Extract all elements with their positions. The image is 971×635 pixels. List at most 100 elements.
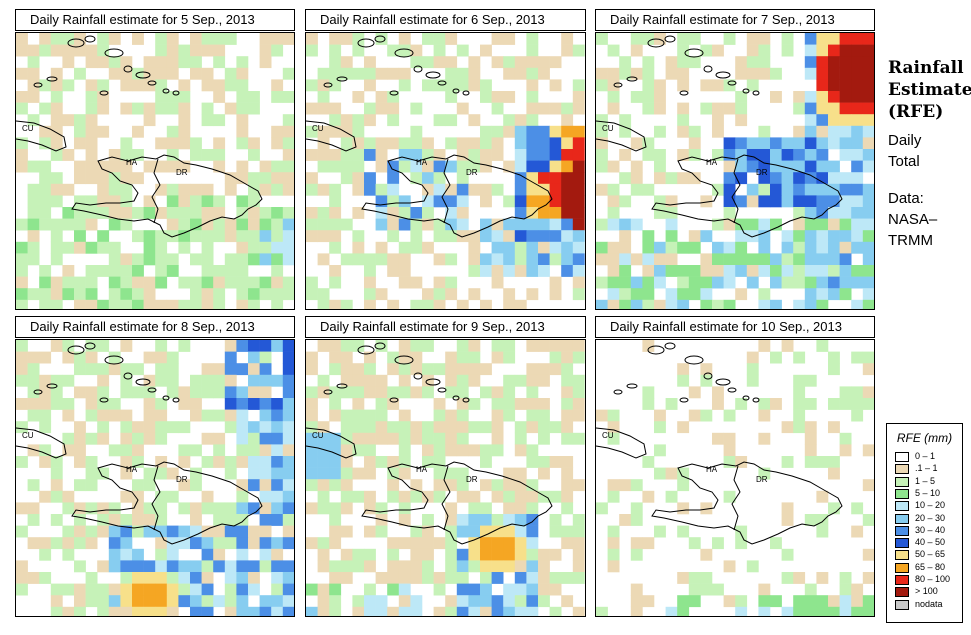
rainfall-cell bbox=[445, 56, 458, 69]
rainfall-cell bbox=[572, 374, 585, 387]
rainfall-cell bbox=[816, 490, 829, 503]
rainfall-cell bbox=[700, 299, 713, 309]
rainfall-cell bbox=[862, 514, 874, 526]
rainfall-map-sep10[interactable]: CU HA DR bbox=[595, 339, 875, 617]
rainfall-cell bbox=[340, 560, 353, 573]
rainfall-cell bbox=[190, 537, 202, 550]
rainfall-map-sep9[interactable]: CU HA DR bbox=[305, 339, 586, 617]
rainfall-cell bbox=[758, 241, 771, 254]
rainfall-cell bbox=[456, 479, 469, 492]
rainfall-cell bbox=[561, 125, 574, 138]
rainfall-cell bbox=[50, 299, 63, 309]
rainfall-cell bbox=[526, 125, 539, 138]
country-label-dominican-republic: DR bbox=[756, 168, 768, 177]
rainfall-cell bbox=[804, 265, 817, 277]
rainfall-map-sep8[interactable]: CU HA DR bbox=[15, 339, 295, 617]
rainfall-cell bbox=[120, 137, 133, 150]
rainfall-cell bbox=[514, 56, 527, 69]
rainfall-cell bbox=[607, 421, 620, 434]
rainfall-cell bbox=[862, 444, 874, 457]
rainfall-cell bbox=[120, 514, 133, 526]
rainfall-cell bbox=[364, 456, 376, 468]
rainfall-cell bbox=[630, 137, 643, 150]
rainfall-cell bbox=[700, 583, 713, 596]
rainfall-cell bbox=[793, 149, 806, 161]
rainfall-cell bbox=[224, 79, 237, 92]
rainfall-cell bbox=[271, 288, 284, 301]
rainfall-cell bbox=[16, 363, 28, 376]
small-island bbox=[123, 65, 133, 73]
rainfall-cell bbox=[468, 490, 481, 503]
rainfall-cell bbox=[619, 172, 632, 185]
rainfall-cell bbox=[468, 253, 481, 266]
small-island bbox=[437, 387, 447, 393]
rainfall-cell bbox=[781, 340, 794, 352]
rainfall-cell bbox=[398, 207, 411, 219]
rainfall-cell bbox=[538, 241, 550, 254]
rainfall-cell bbox=[213, 160, 226, 173]
rainfall-cell bbox=[201, 572, 214, 584]
small-island bbox=[703, 372, 713, 380]
rainfall-map-sep6[interactable]: CU HA DR bbox=[305, 32, 586, 310]
rainfall-cell bbox=[317, 340, 330, 352]
rainfall-cell bbox=[155, 230, 168, 243]
rainfall-cell bbox=[85, 44, 98, 57]
rainfall-cell bbox=[468, 67, 481, 80]
rainfall-cell bbox=[828, 230, 840, 243]
rainfall-cell bbox=[282, 33, 294, 45]
rainfall-cell bbox=[526, 288, 539, 301]
rainfall-cell bbox=[39, 137, 52, 150]
rainfall-cell bbox=[132, 583, 144, 596]
rainfall-cell bbox=[468, 137, 481, 150]
rainfall-cell bbox=[433, 160, 446, 173]
rainfall-cell bbox=[422, 160, 434, 173]
rainfall-cell bbox=[39, 456, 52, 468]
rainfall-cell bbox=[456, 398, 469, 410]
rainfall-cell bbox=[375, 606, 388, 616]
rainfall-cell bbox=[16, 149, 28, 161]
rainfall-cell bbox=[538, 572, 550, 584]
rainfall-cell bbox=[352, 386, 365, 399]
rainfall-cell bbox=[259, 421, 272, 434]
rainfall-cell bbox=[352, 432, 365, 445]
rainfall-cell bbox=[352, 398, 365, 410]
rainfall-cell bbox=[480, 595, 492, 608]
rainfall-map-sep5[interactable]: CU HA DR bbox=[15, 32, 295, 310]
rainfall-cell bbox=[851, 595, 864, 608]
rainfall-cell bbox=[572, 91, 585, 103]
rainfall-cell bbox=[480, 444, 492, 457]
rainfall-cell bbox=[456, 183, 469, 196]
rainfall-cell bbox=[746, 44, 759, 57]
rainfall-map-sep7[interactable]: CU HA DR bbox=[595, 32, 875, 310]
rainfall-cell bbox=[16, 560, 28, 573]
rainfall-cell bbox=[793, 606, 806, 616]
rainfall-cell bbox=[190, 137, 202, 150]
rainfall-cell bbox=[375, 67, 388, 80]
rainfall-cell bbox=[166, 572, 179, 584]
rainfall-cell bbox=[166, 595, 179, 608]
rainfall-cell bbox=[514, 572, 527, 584]
rainfall-cell bbox=[572, 149, 585, 161]
rainfall-cell bbox=[723, 160, 736, 173]
rainfall-cell bbox=[213, 409, 226, 422]
rainfall-cell bbox=[62, 265, 75, 277]
rainfall-cell bbox=[851, 398, 864, 410]
rainfall-cell bbox=[178, 79, 191, 92]
rainfall-cell bbox=[27, 502, 40, 515]
rainfall-cell bbox=[862, 160, 874, 173]
rainfall-cell bbox=[306, 537, 318, 550]
rainfall-cell bbox=[746, 79, 759, 92]
rainfall-cell bbox=[108, 583, 121, 596]
rainfall-cell bbox=[445, 595, 458, 608]
rainfall-cell bbox=[16, 421, 28, 434]
rainfall-cell bbox=[178, 218, 191, 231]
small-island bbox=[336, 76, 348, 82]
rainfall-cell bbox=[166, 195, 179, 208]
rainfall-cell bbox=[468, 114, 481, 127]
rainfall-cell bbox=[468, 606, 481, 616]
rainfall-cell bbox=[108, 595, 121, 608]
rainfall-cell bbox=[735, 56, 748, 69]
rainfall-cell bbox=[62, 33, 75, 45]
small-island bbox=[147, 387, 157, 393]
rainfall-cell bbox=[190, 595, 202, 608]
